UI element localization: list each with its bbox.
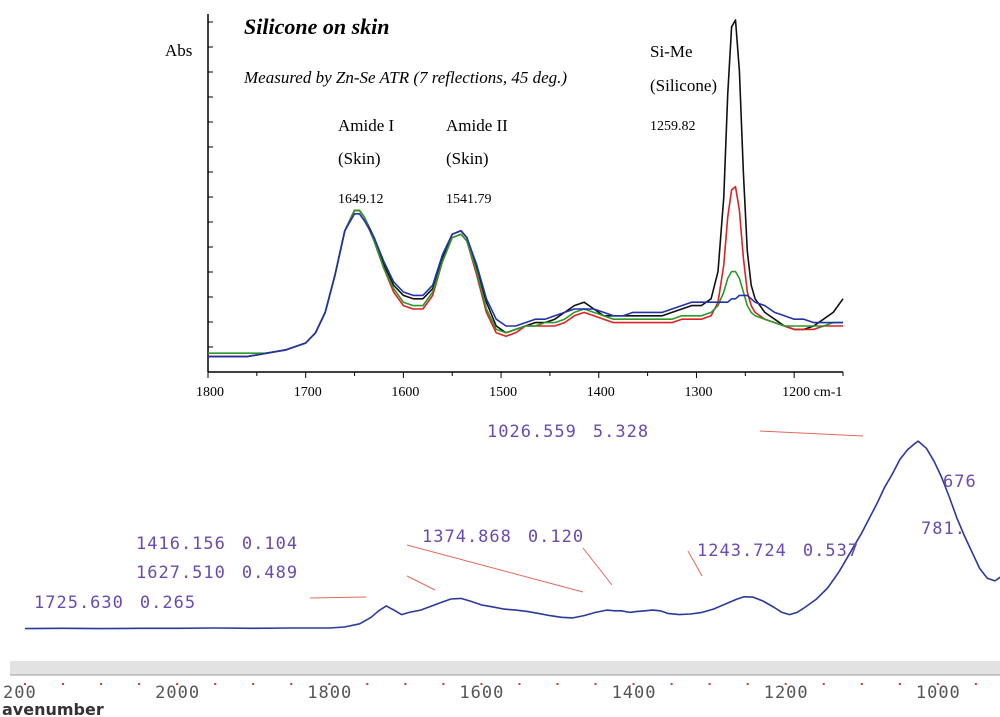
amide-ii-origin: (Skin) — [446, 149, 489, 168]
bottom-x-minor-tick — [784, 683, 787, 685]
top-chart-title: Silicone on skin — [244, 14, 389, 39]
si-me-value: 1259.82 — [650, 119, 696, 134]
bottom-x-minor-tick — [480, 683, 483, 685]
bottom-x-tick-label: 1600 — [459, 683, 504, 703]
top-x-tick-label: 1500 — [489, 385, 517, 400]
top-x-tick-label: 1400 — [587, 385, 615, 400]
si-me-origin: (Silicone) — [650, 76, 717, 95]
amide-ii-label: Amide II — [446, 116, 508, 135]
bottom-x-axis-label: avenumber — [2, 700, 104, 717]
peak-leader-line — [406, 544, 584, 593]
bottom-x-minor-tick — [100, 683, 103, 685]
bottom-x-minor-tick — [214, 683, 217, 685]
bottom-x-minor-tick — [62, 683, 65, 685]
top-x-tick-label: 1200 cm-1 — [782, 385, 842, 400]
peak-label-1026: 1026.559 5.328 — [487, 422, 649, 442]
bottom-series-line-1 — [24, 440, 1000, 630]
bottom-x-minor-tick — [974, 683, 977, 685]
si-me-label: Si-Me — [650, 42, 693, 61]
bottom-x-minor-tick — [708, 683, 711, 685]
amide-i-origin: (Skin) — [338, 149, 381, 168]
bottom-x-minor-tick — [670, 683, 673, 685]
peak-leader-line — [309, 596, 367, 599]
top-y-axis-label: Abs — [165, 41, 192, 60]
bottom-x-minor-tick — [860, 683, 863, 685]
peak-label-1416: 1416.156 0.104 — [136, 534, 298, 554]
peak-label-1374: 1374.868 0.120 — [422, 527, 584, 547]
bottom-x-minor-tick — [936, 683, 939, 685]
top-x-tick-label: 1300 — [684, 385, 712, 400]
bottom-x-minor-tick — [138, 683, 141, 685]
bottom-x-minor-tick — [366, 683, 369, 685]
top-x-tick-label: 1600 — [391, 385, 419, 400]
amide-ii-value: 1541.79 — [446, 192, 492, 207]
bottom-x-minor-tick — [252, 683, 255, 685]
top-x-tick-label: 1700 — [294, 385, 322, 400]
peak-leader-line — [759, 430, 864, 437]
peak-leader-line — [582, 547, 613, 586]
top-series-lines — [208, 19, 844, 358]
bottom-x-minor-tick — [746, 683, 749, 685]
top-x-ticks: 1800 1700 1600 1500 1400 1300 1200 cm-1 — [196, 372, 844, 400]
bottom-x-tick-label: 1800 — [307, 683, 352, 703]
bottom-peak-labels: 1026.559 5.328 676 1416.156 0.104 1374.868… — [34, 422, 977, 613]
peak-leader-line — [687, 550, 703, 577]
top-spectrum-chart: Silicone on skin Measured by Zn-Se ATR (… — [165, 14, 844, 400]
bottom-x-ticks: 200 2000 1800 1600 1400 1200 1000 — [3, 683, 977, 703]
bottom-x-tick-label: 200 — [3, 683, 37, 703]
bottom-x-minor-tick — [442, 683, 445, 685]
top-x-tick-label: 1800 — [196, 385, 224, 400]
bottom-x-minor-tick — [404, 683, 407, 685]
bottom-x-minor-tick — [898, 683, 901, 685]
top-y-ticks — [208, 21, 213, 373]
bottom-spectrum-chart: 1026.559 5.328 676 1416.156 0.104 1374.868… — [2, 422, 1000, 717]
bottom-x-minor-tick — [328, 683, 331, 685]
top-series-line-4 — [208, 213, 843, 358]
bottom-x-minor-tick — [632, 683, 635, 685]
bottom-series-lines — [24, 440, 1000, 630]
peak-label-781: 781. — [921, 519, 966, 539]
bottom-x-minor-tick — [290, 683, 293, 685]
bottom-x-minor-tick — [594, 683, 597, 685]
peak-label-1627: 1627.510 0.489 — [136, 563, 298, 583]
top-series-line-2 — [208, 185, 843, 358]
bottom-x-minor-tick — [822, 683, 825, 685]
top-peak-annotations: Amide I (Skin) 1649.12 Amide II (Skin) 1… — [338, 42, 717, 207]
amide-i-label: Amide I — [338, 116, 395, 135]
peak-leader-line — [406, 575, 436, 591]
peak-label-676: 676 — [943, 472, 977, 492]
bottom-x-minor-tick — [24, 683, 26, 685]
bottom-x-minor-tick — [556, 683, 559, 685]
top-series-line-3 — [208, 209, 843, 355]
bottom-x-tick-label: 2000 — [155, 683, 200, 703]
bottom-x-tick-label: 1400 — [612, 683, 657, 703]
bottom-x-tick-label: 1200 — [764, 683, 809, 703]
top-chart-subtitle: Measured by Zn-Se ATR (7 reflections, 45… — [243, 68, 567, 87]
peak-label-1725: 1725.630 0.265 — [34, 593, 196, 613]
bottom-axis-band — [10, 661, 1000, 675]
peak-label-1243: 1243.724 0.537 — [697, 541, 859, 561]
bottom-peak-leaders — [309, 430, 864, 599]
bottom-x-tick-label: 1000 — [916, 683, 961, 703]
bottom-x-minor-tick — [518, 683, 521, 685]
amide-i-value: 1649.12 — [338, 192, 384, 207]
bottom-x-minor-tick — [176, 683, 179, 685]
